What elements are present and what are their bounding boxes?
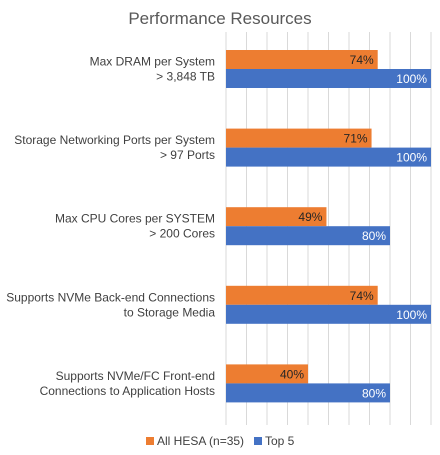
category-label: Supports NVMe/FC Front-end <box>56 369 215 383</box>
category-label: Supports NVMe Back-end Connections <box>6 290 215 304</box>
legend-swatch-all-hesa <box>146 437 154 445</box>
bar-all-hesa <box>226 128 372 148</box>
category-label: > 200 Cores <box>149 227 215 241</box>
data-label: 74% <box>350 53 374 67</box>
category-label: Max CPU Cores per SYSTEM <box>55 212 215 226</box>
data-label: 49% <box>298 210 322 224</box>
legend-swatch-top-5 <box>254 437 262 445</box>
data-label: 80% <box>362 229 386 243</box>
bar-top-5 <box>226 69 431 88</box>
chart-title: Performance Resources <box>128 9 311 28</box>
bar-all-hesa <box>226 207 327 227</box>
category-label: Storage Networking Ports per System <box>14 133 215 147</box>
bar-all-hesa <box>226 364 308 384</box>
data-label: 100% <box>396 308 427 322</box>
data-label: 100% <box>396 151 427 165</box>
bar-all-hesa <box>226 285 378 305</box>
category-label: > 3,848 TB <box>156 70 215 84</box>
category-label: Max DRAM per System <box>90 55 215 69</box>
category-label: to Storage Media <box>124 305 216 319</box>
category-label: > 97 Ports <box>160 148 215 162</box>
category-label: Connections to Application Hosts <box>40 384 215 398</box>
bar-all-hesa <box>226 50 378 69</box>
data-label: 80% <box>362 386 386 400</box>
data-label: 74% <box>350 289 374 303</box>
legend-label-all-hesa: All HESA (n=35) <box>157 434 244 448</box>
bar-top-5 <box>226 147 431 167</box>
bar-top-5 <box>226 304 431 324</box>
bar-top-5 <box>226 383 390 403</box>
data-label: 100% <box>396 72 427 86</box>
bar-top-5 <box>226 226 390 246</box>
legend-label-top-5: Top 5 <box>265 434 295 448</box>
data-label: 40% <box>280 367 304 381</box>
data-label: 71% <box>344 132 368 146</box>
